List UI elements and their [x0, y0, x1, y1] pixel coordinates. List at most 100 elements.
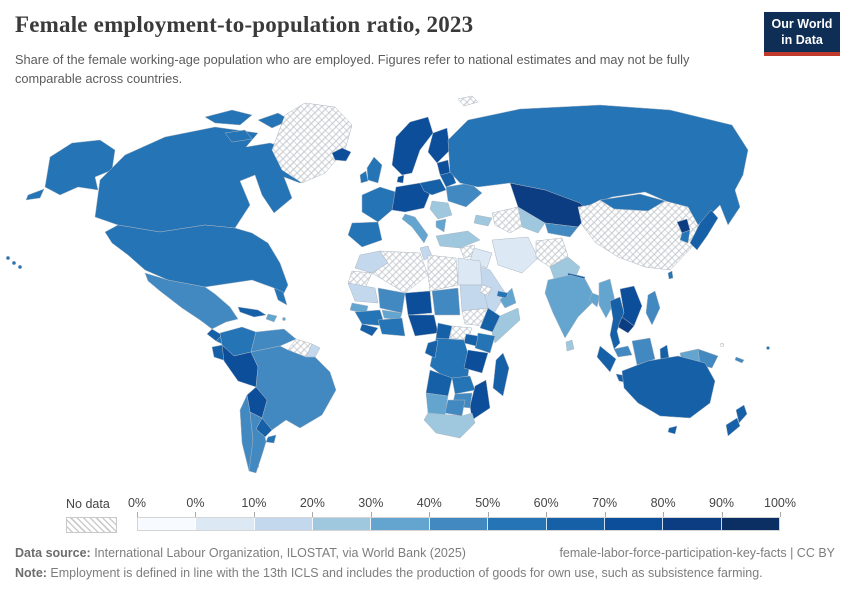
- country-china[interactable]: [577, 199, 699, 271]
- country-sumatra[interactable]: [596, 345, 617, 373]
- country-cuba[interactable]: [237, 306, 267, 318]
- country-tasmania[interactable]: [667, 425, 678, 435]
- legend-bin[interactable]: [371, 518, 430, 530]
- country-niger[interactable]: [404, 290, 433, 316]
- country-arctic-islands-1[interactable]: [204, 109, 253, 126]
- country-france[interactable]: [361, 186, 397, 223]
- country-south-africa[interactable]: [423, 412, 476, 439]
- country-italy[interactable]: [401, 213, 429, 244]
- legend-bin[interactable]: [488, 518, 547, 530]
- country-turkey[interactable]: [435, 230, 481, 249]
- data-source-line: Data source: International Labour Organi…: [15, 546, 466, 560]
- country-puerto-rico[interactable]: [282, 317, 286, 321]
- country-nigeria[interactable]: [407, 314, 439, 337]
- country-oman[interactable]: [499, 287, 517, 309]
- country-belarus[interactable]: [439, 171, 457, 188]
- country-mexico[interactable]: [144, 272, 239, 330]
- country-fiji[interactable]: [766, 346, 770, 350]
- country-caucasus[interactable]: [473, 214, 493, 227]
- country-madagascar[interactable]: [492, 352, 510, 397]
- country-japan[interactable]: [689, 209, 719, 251]
- country-kyrgyz-tajik[interactable]: [544, 222, 579, 238]
- country-greece[interactable]: [435, 218, 447, 233]
- country-usa[interactable]: [104, 224, 289, 296]
- data-source-text: International Labour Organization, ILOST…: [90, 546, 466, 560]
- country-malaysia[interactable]: [613, 345, 633, 358]
- country-greenland[interactable]: [271, 102, 353, 184]
- legend-colorbar[interactable]: [137, 517, 780, 531]
- country-iberia[interactable]: [347, 221, 383, 248]
- country-uruguay[interactable]: [265, 434, 277, 444]
- country-mauritania[interactable]: [347, 282, 379, 304]
- country-cote-ghana[interactable]: [377, 317, 406, 337]
- country-hawaii-1[interactable]: [5, 255, 11, 261]
- country-romania-balkans[interactable]: [429, 200, 453, 220]
- country-new-zealand-north[interactable]: [735, 404, 748, 424]
- country-eritrea[interactable]: [479, 284, 493, 297]
- country-poland[interactable]: [419, 178, 447, 196]
- country-turkmenistan[interactable]: [491, 206, 529, 234]
- country-aleutians[interactable]: [25, 188, 45, 201]
- country-denmark[interactable]: [396, 174, 405, 184]
- country-uganda[interactable]: [463, 333, 479, 347]
- country-egypt[interactable]: [457, 257, 483, 286]
- country-svalbard[interactable]: [457, 95, 479, 107]
- country-libya[interactable]: [427, 254, 459, 292]
- country-iran[interactable]: [491, 236, 539, 274]
- note-line: Note: Employment is defined in line with…: [15, 566, 763, 580]
- country-argentina[interactable]: [248, 411, 267, 474]
- legend-bin[interactable]: [604, 518, 664, 530]
- country-australia[interactable]: [621, 355, 716, 419]
- legend-bin[interactable]: [721, 518, 779, 530]
- country-somalia[interactable]: [491, 307, 521, 344]
- country-iceland[interactable]: [331, 147, 352, 162]
- legend-bin[interactable]: [138, 518, 197, 530]
- country-philippines[interactable]: [645, 290, 661, 326]
- country-south-korea[interactable]: [679, 229, 691, 244]
- owid-logo[interactable]: Our World in Data: [764, 12, 840, 57]
- country-hawaii-3[interactable]: [17, 264, 23, 270]
- country-bangladesh[interactable]: [588, 292, 601, 308]
- country-solomon[interactable]: [719, 342, 725, 348]
- country-botswana[interactable]: [444, 399, 466, 417]
- slug-cc-text[interactable]: female-labor-force-participation-key-fac…: [559, 546, 835, 560]
- country-new-caledonia[interactable]: [734, 356, 745, 364]
- country-uzbekistan[interactable]: [517, 206, 546, 234]
- country-finland[interactable]: [427, 127, 451, 164]
- country-sierra-liberia[interactable]: [359, 323, 379, 337]
- country-ireland[interactable]: [359, 170, 369, 184]
- country-mali[interactable]: [377, 287, 406, 314]
- country-uae[interactable]: [496, 290, 509, 299]
- country-norway-sweden[interactable]: [391, 116, 434, 176]
- country-gabon-congo[interactable]: [424, 339, 439, 359]
- country-tanzania[interactable]: [463, 349, 489, 374]
- country-chad[interactable]: [431, 287, 461, 316]
- legend-bin[interactable]: [196, 518, 255, 530]
- country-sri-lanka[interactable]: [565, 339, 575, 352]
- country-cambodia[interactable]: [617, 316, 635, 334]
- country-brazil[interactable]: [250, 345, 337, 431]
- country-taiwan[interactable]: [667, 270, 674, 280]
- country-namibia[interactable]: [425, 392, 449, 417]
- country-afghanistan[interactable]: [535, 237, 569, 268]
- country-hispaniola[interactable]: [265, 313, 278, 323]
- country-india[interactable]: [544, 274, 596, 339]
- country-borneo[interactable]: [631, 337, 656, 366]
- legend-bin[interactable]: [546, 518, 605, 530]
- no-data-swatch[interactable]: [66, 517, 117, 533]
- country-zambia[interactable]: [451, 375, 476, 395]
- country-venezuela[interactable]: [250, 328, 297, 353]
- country-florida[interactable]: [273, 287, 288, 306]
- country-hawaii-2[interactable]: [11, 260, 17, 266]
- legend-bin[interactable]: [313, 518, 372, 530]
- country-uk[interactable]: [366, 156, 383, 184]
- chart-subtitle: Share of the female working-age populati…: [15, 52, 690, 87]
- legend-bin[interactable]: [254, 518, 314, 530]
- legend-tick-mark: [604, 512, 606, 517]
- country-arctic-islands-3[interactable]: [224, 129, 253, 143]
- legend-bin[interactable]: [429, 518, 489, 530]
- world-choropleth-map[interactable]: [0, 95, 850, 485]
- legend-bin[interactable]: [663, 518, 722, 530]
- country-new-zealand-south[interactable]: [725, 417, 741, 437]
- country-thailand[interactable]: [609, 296, 625, 350]
